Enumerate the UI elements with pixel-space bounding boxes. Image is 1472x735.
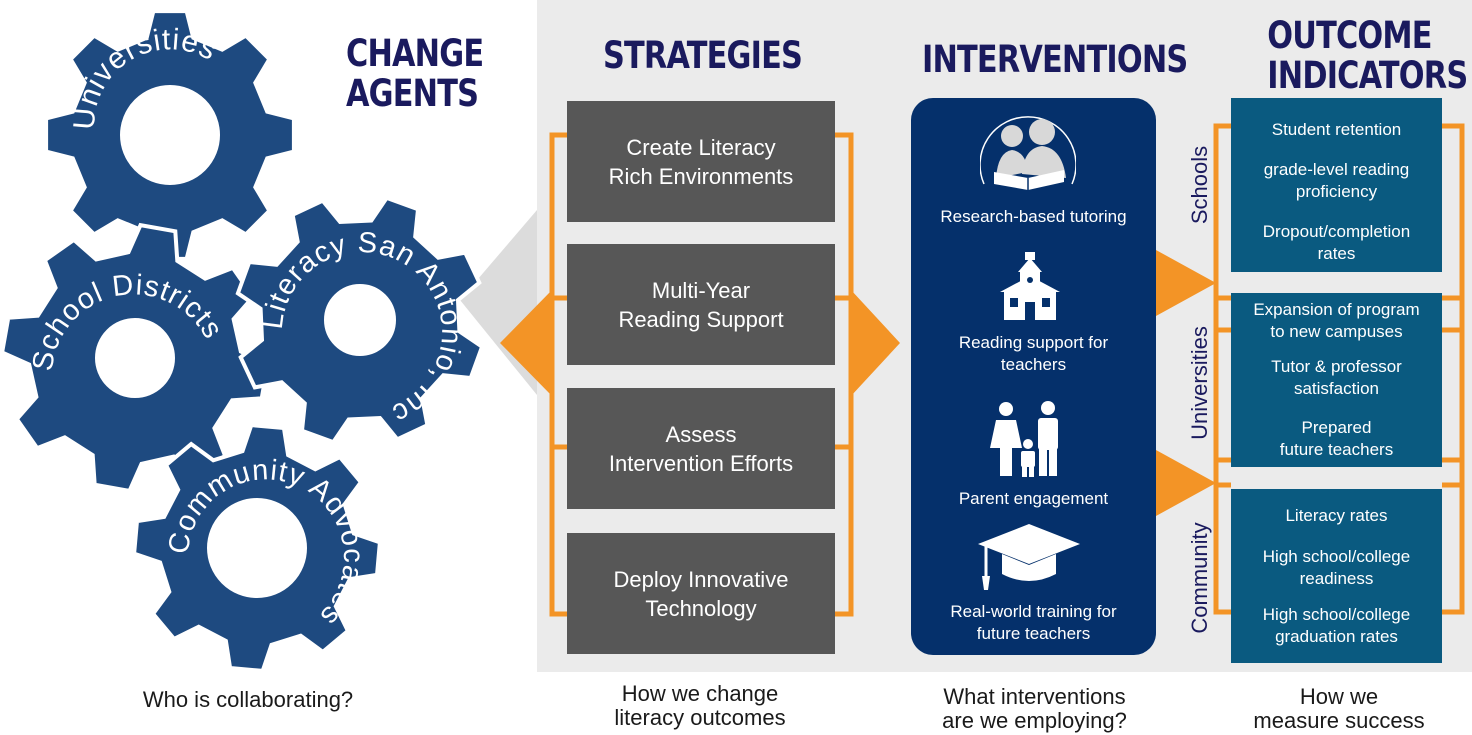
intervention-real-world-training: Real-world training for future teachers bbox=[950, 602, 1117, 643]
caption-how-we-change: How we change literacy outcomes bbox=[614, 681, 786, 730]
outcome-item: High school/college graduation rates bbox=[1262, 605, 1411, 646]
strategy-box-assess-interventions: Assess Intervention Efforts bbox=[567, 388, 835, 509]
outcome-box-universities: Expansion of program to new campuses Tuto… bbox=[1231, 293, 1442, 467]
graduation-cap-icon bbox=[978, 524, 1080, 590]
heading-interventions: INTERVENTIONS bbox=[922, 38, 1188, 81]
tutoring-icon bbox=[980, 116, 1076, 190]
heading-strategies: STRATEGIES bbox=[603, 34, 803, 77]
strategy-box-innovative-technology: Deploy Innovative Technology bbox=[567, 533, 835, 654]
outcome-item: Literacy rates bbox=[1285, 506, 1388, 525]
outcome-item: Student retention bbox=[1271, 120, 1402, 139]
strategy-box-literacy-environments: Create Literacy Rich Environments bbox=[567, 101, 835, 222]
heading-change-agents: CHANGE AGENTS bbox=[346, 32, 484, 115]
outcome-box-community: Literacy rates High school/college readin… bbox=[1231, 489, 1442, 663]
left-arrow bbox=[500, 290, 552, 396]
outcome-item: Dropout/completion rates bbox=[1262, 222, 1411, 263]
schoolhouse-icon bbox=[1000, 252, 1060, 320]
outcome-arrow-lower bbox=[1156, 450, 1216, 516]
outcome-arrow-upper bbox=[1156, 250, 1216, 316]
outcome-group-label-universities: Universities bbox=[1187, 326, 1212, 440]
outcome-item: Tutor & professor satisfaction bbox=[1271, 357, 1402, 398]
outcome-group-label-community: Community bbox=[1187, 522, 1212, 634]
outcome-item: grade-level reading proficiency bbox=[1263, 160, 1410, 201]
intervention-parent-engagement: Parent engagement bbox=[958, 489, 1109, 508]
intervention-teacher-reading-support: Reading support for teachers bbox=[958, 333, 1109, 374]
outcome-item: Expansion of program to new campuses bbox=[1253, 300, 1420, 341]
outcome-item: High school/college readiness bbox=[1262, 547, 1411, 588]
gear-universities bbox=[44, 9, 296, 261]
outcome-box-schools: Student retention grade-level reading pro… bbox=[1231, 98, 1442, 272]
gears-cluster: Universities School Districts Literacy S… bbox=[0, 0, 485, 674]
caption-how-we-measure: How we measure success bbox=[1253, 684, 1425, 733]
right-arrow bbox=[851, 290, 900, 396]
caption-who-is-collaborating: Who is collaborating? bbox=[142, 687, 354, 712]
gear-community-advocates bbox=[131, 422, 383, 674]
family-icon bbox=[990, 401, 1058, 477]
intervention-research-tutoring: Research-based tutoring bbox=[940, 207, 1127, 226]
strategy-box-multi-year-reading: Multi-Year Reading Support bbox=[567, 244, 835, 365]
outcome-item: Prepared future teachers bbox=[1279, 418, 1394, 459]
caption-what-interventions: What interventions are we employing? bbox=[942, 684, 1127, 733]
gear-literacy-san-antonio bbox=[235, 195, 485, 445]
outcome-group-label-schools: Schools bbox=[1187, 145, 1212, 225]
